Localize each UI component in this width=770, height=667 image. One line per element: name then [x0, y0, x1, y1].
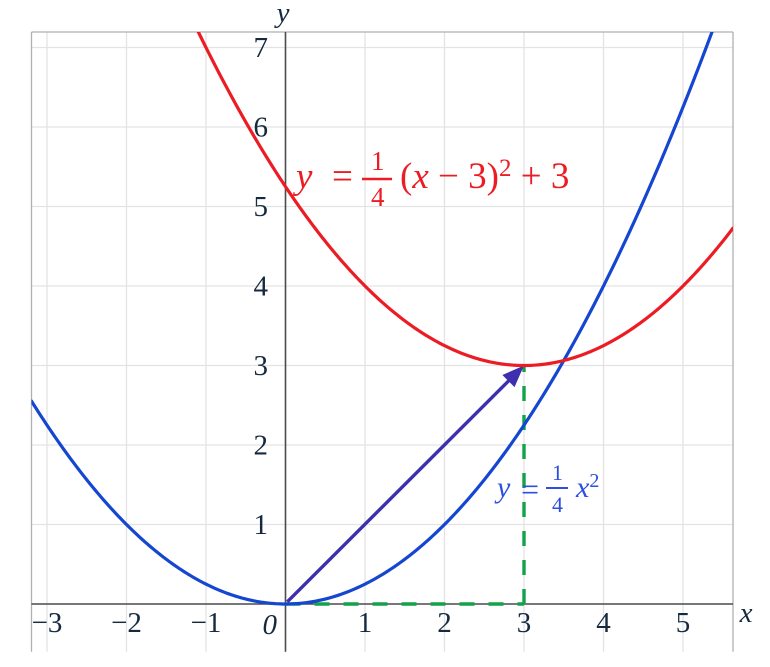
svg-text:y: y	[292, 156, 313, 197]
svg-text:x: x	[739, 597, 753, 629]
svg-text:2: 2	[254, 430, 269, 462]
svg-text:1: 1	[552, 460, 563, 485]
svg-text:2: 2	[437, 607, 452, 639]
svg-text:y: y	[494, 471, 511, 504]
svg-text:6: 6	[254, 112, 269, 144]
svg-text:3: 3	[517, 607, 532, 639]
svg-text:(x − 3)2 + 3: (x − 3)2 + 3	[400, 155, 569, 197]
svg-text:0: 0	[263, 609, 278, 641]
svg-text:1: 1	[371, 146, 385, 176]
svg-text:4: 4	[371, 182, 385, 212]
svg-text:4: 4	[596, 607, 611, 639]
svg-text:=: =	[332, 156, 353, 197]
svg-text:−3: −3	[32, 607, 63, 639]
svg-text:4: 4	[552, 492, 563, 517]
svg-text:3: 3	[254, 350, 269, 382]
svg-text:5: 5	[254, 191, 269, 223]
svg-text:1: 1	[358, 607, 373, 639]
svg-text:−2: −2	[111, 607, 142, 639]
svg-text:1: 1	[254, 509, 269, 541]
svg-text:−1: −1	[191, 607, 222, 639]
svg-text:7: 7	[254, 32, 269, 64]
svg-text:4: 4	[254, 271, 269, 303]
svg-text:y: y	[274, 0, 290, 29]
svg-text:5: 5	[676, 607, 691, 639]
svg-text:=: =	[521, 471, 539, 507]
